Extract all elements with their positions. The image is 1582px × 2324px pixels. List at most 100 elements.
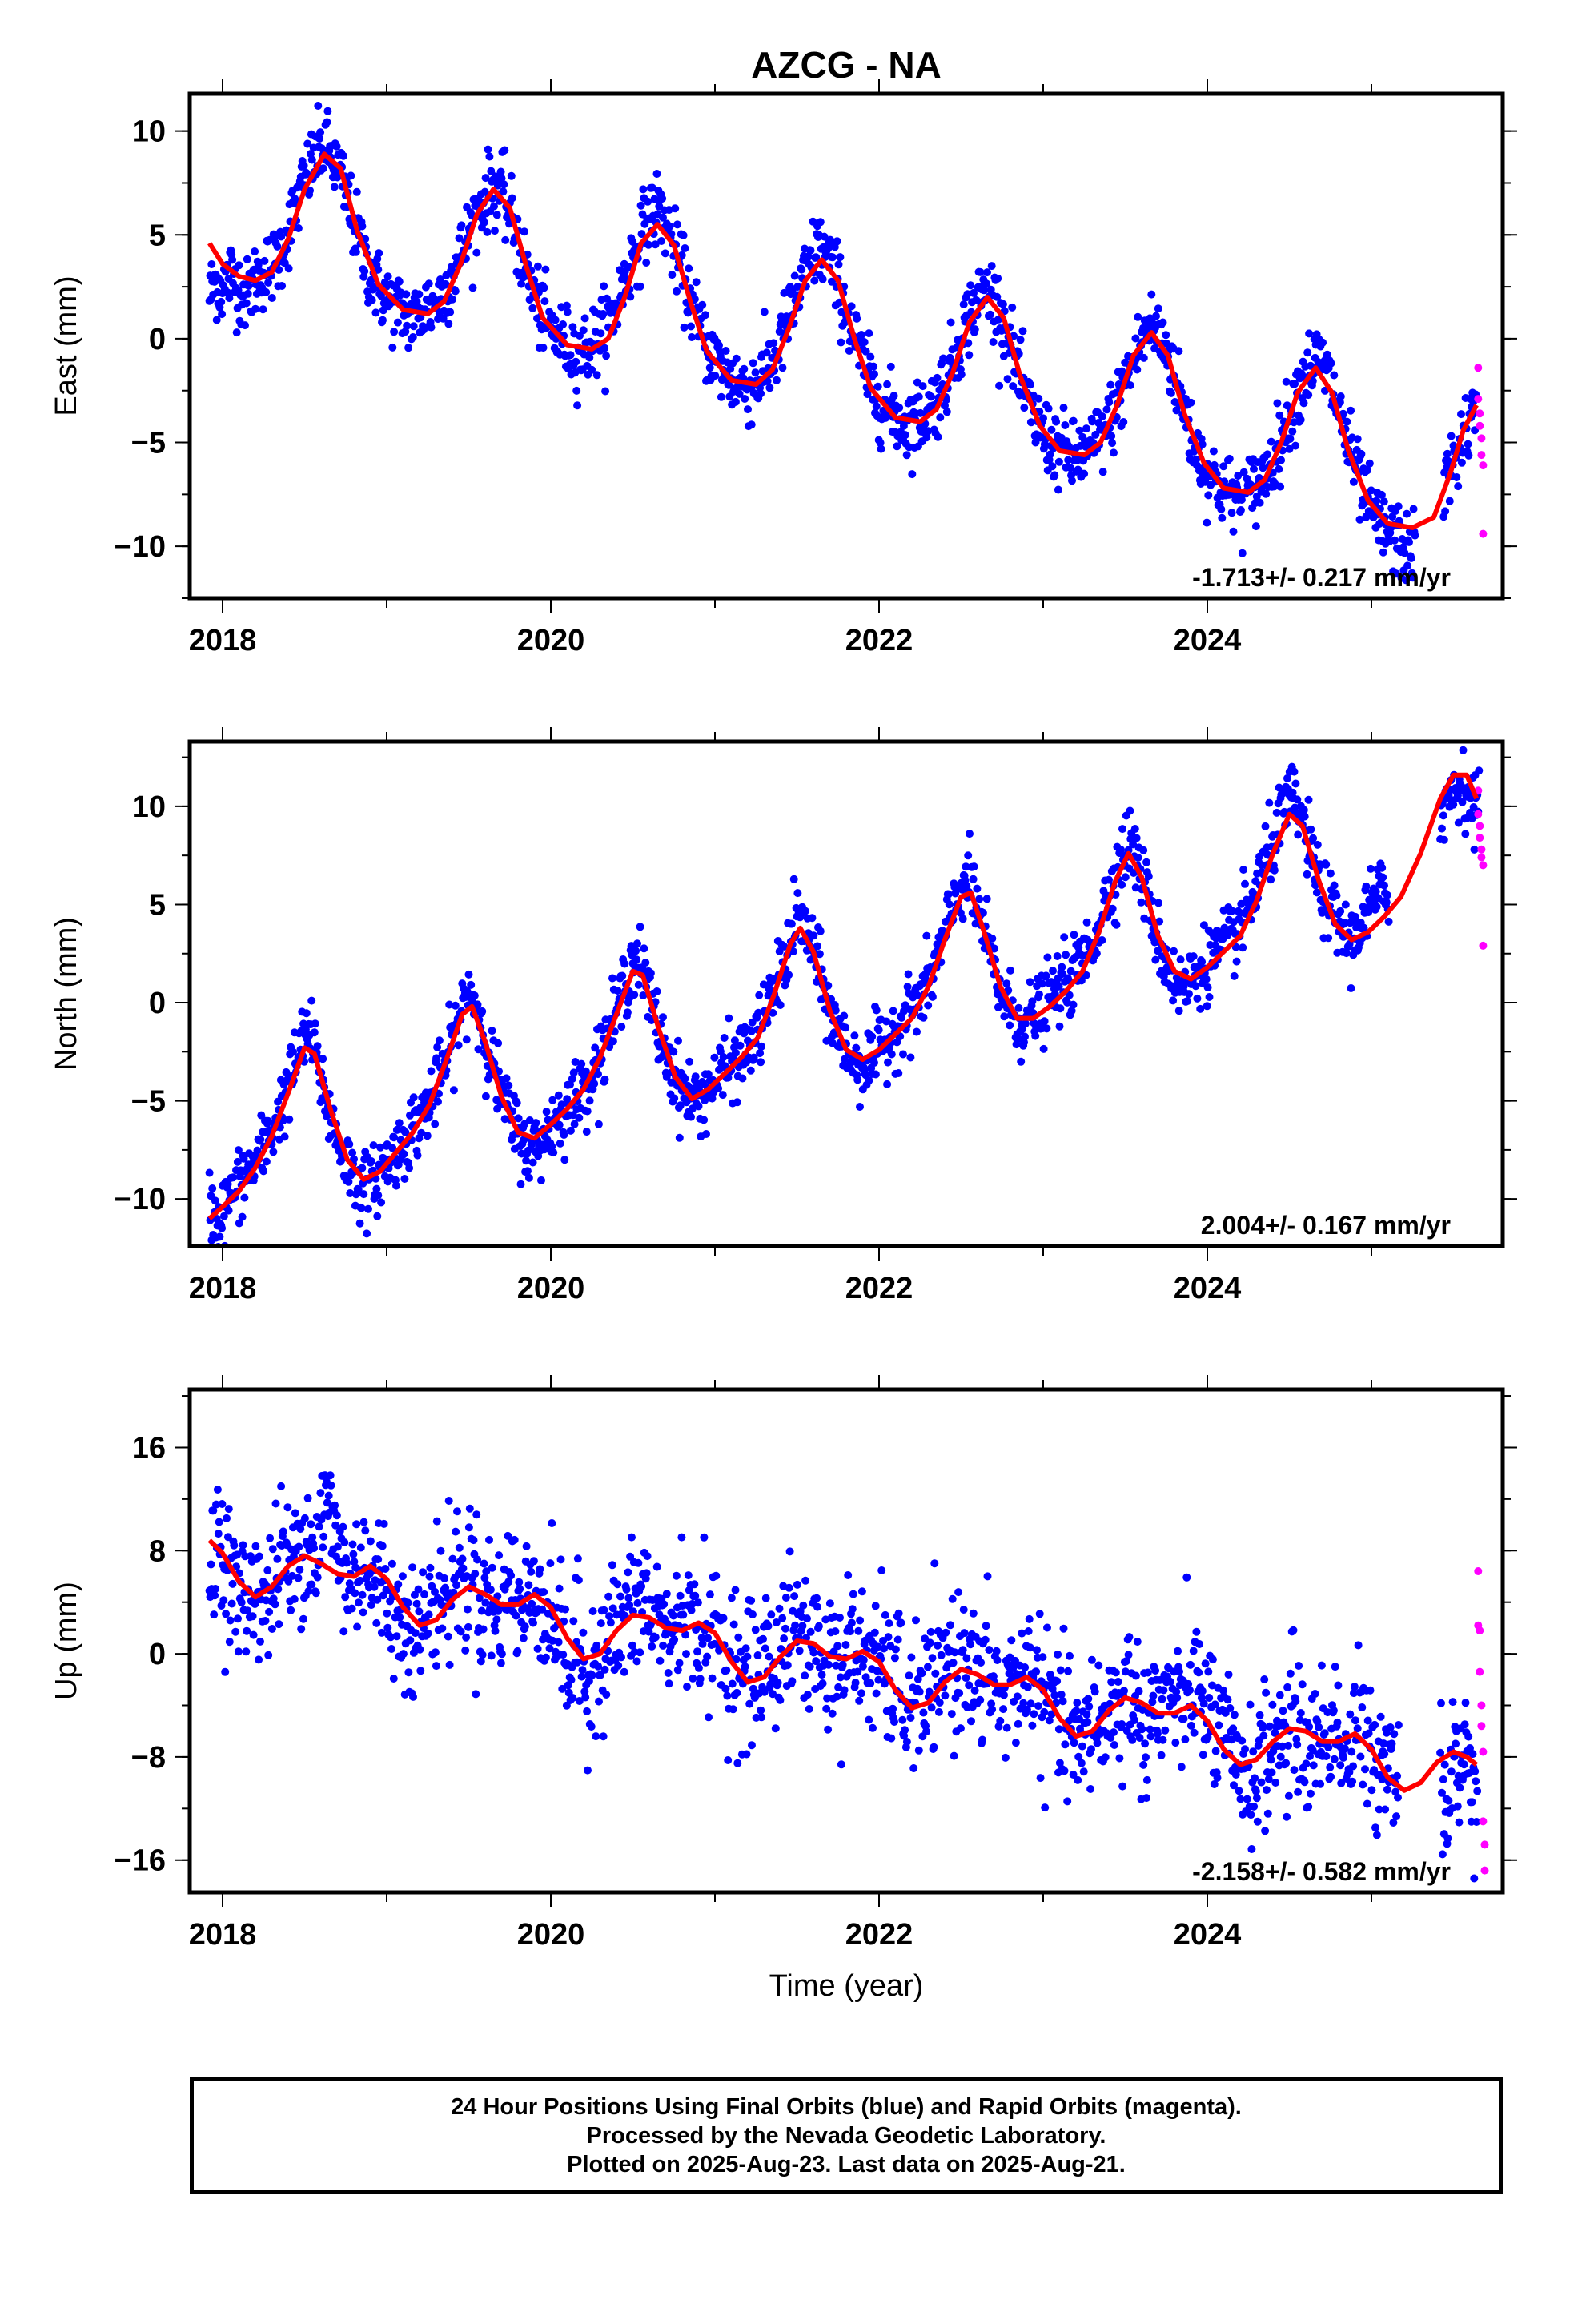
final-orbit-point (1018, 327, 1027, 336)
final-orbit-point (1115, 1754, 1124, 1763)
rapid-orbit-point (1476, 421, 1484, 430)
final-orbit-point (1225, 454, 1234, 463)
east-rate-label: -1.713+/- 0.217 mm/yr (1192, 563, 1451, 592)
final-orbit-point (669, 1611, 678, 1620)
final-orbit-point (866, 352, 875, 361)
final-orbit-point (446, 308, 455, 316)
final-orbit-point (307, 996, 316, 1005)
figure-title: AZCG - NA (751, 44, 942, 86)
final-orbit-point (1213, 1774, 1222, 1782)
rapid-orbit-point (1477, 845, 1486, 854)
up-final-points (205, 1471, 1482, 1883)
final-orbit-point (472, 1690, 480, 1699)
final-orbit-point (1069, 416, 1078, 425)
final-orbit-point (1364, 908, 1373, 916)
final-orbit-point (690, 1580, 699, 1589)
final-orbit-point (495, 1551, 504, 1560)
final-orbit-point (1058, 970, 1067, 979)
final-orbit-point (617, 1653, 625, 1662)
final-orbit-point (1072, 1707, 1081, 1715)
final-orbit-point (861, 347, 870, 356)
east-final-points (205, 102, 1480, 585)
final-orbit-point (463, 987, 472, 996)
final-orbit-point (363, 1229, 371, 1238)
final-orbit-point (358, 1590, 367, 1599)
final-orbit-point (538, 1605, 547, 1614)
final-orbit-point (387, 1645, 396, 1653)
final-orbit-point (765, 384, 774, 392)
final-orbit-point (409, 322, 418, 331)
final-orbit-point (416, 1645, 424, 1654)
final-orbit-point (776, 1001, 785, 1009)
final-orbit-point (279, 1116, 287, 1125)
final-orbit-point (1342, 949, 1351, 958)
final-orbit-point (1047, 425, 1056, 434)
final-orbit-point (504, 1531, 512, 1540)
final-orbit-point (225, 294, 234, 303)
final-orbit-point (1174, 347, 1183, 356)
final-orbit-point (816, 927, 825, 935)
final-orbit-point (1290, 1766, 1299, 1775)
final-orbit-point (232, 1562, 241, 1571)
final-orbit-point (600, 344, 609, 352)
final-orbit-point (234, 1614, 242, 1623)
final-orbit-point (871, 1070, 880, 1079)
final-orbit-point (1475, 766, 1484, 775)
final-orbit-point (482, 1567, 491, 1576)
final-orbit-point (640, 944, 648, 953)
final-orbit-point (1354, 1641, 1363, 1650)
final-orbit-point (1054, 1650, 1062, 1659)
final-orbit-point (661, 249, 669, 258)
final-orbit-point (965, 1681, 974, 1690)
final-orbit-point (1290, 767, 1299, 776)
final-orbit-point (1183, 997, 1192, 1006)
final-orbit-point (433, 1043, 442, 1051)
final-orbit-point (1377, 490, 1386, 499)
final-orbit-point (813, 1602, 821, 1611)
final-orbit-point (436, 275, 444, 283)
final-orbit-point (639, 185, 648, 194)
final-orbit-point (600, 1075, 609, 1084)
final-orbit-point (480, 1574, 489, 1582)
final-orbit-point (445, 1660, 454, 1669)
final-orbit-point (1143, 1668, 1152, 1677)
final-orbit-point (572, 357, 580, 366)
final-orbit-point (1438, 824, 1446, 833)
final-orbit-point (987, 262, 996, 271)
final-orbit-point (546, 1559, 555, 1568)
final-orbit-point (316, 128, 325, 137)
final-orbit-point (1199, 1751, 1207, 1759)
final-orbit-point (377, 1628, 386, 1637)
final-orbit-point (356, 1543, 365, 1552)
final-orbit-point (1085, 1702, 1094, 1711)
final-orbit-point (1122, 1727, 1131, 1735)
final-orbit-point (1452, 473, 1461, 481)
final-orbit-point (533, 262, 542, 271)
rapid-orbit-point (1477, 434, 1486, 443)
final-orbit-point (1300, 1778, 1309, 1787)
final-orbit-point (1067, 1007, 1076, 1015)
final-orbit-point (444, 1497, 453, 1505)
final-orbit-point (1364, 1729, 1373, 1738)
final-orbit-point (575, 1113, 584, 1122)
final-orbit-point (981, 1635, 990, 1644)
final-orbit-point (256, 1637, 264, 1646)
final-orbit-point (1362, 882, 1371, 891)
rapid-orbit-point (1476, 409, 1484, 418)
final-orbit-point (1000, 1012, 1009, 1021)
final-orbit-point (734, 1633, 743, 1642)
final-orbit-point (671, 204, 680, 213)
final-orbit-point (1135, 1734, 1144, 1742)
final-orbit-point (239, 1154, 248, 1163)
final-orbit-point (573, 1554, 582, 1563)
y-tick-label: 0 (149, 987, 166, 1020)
final-orbit-point (887, 1050, 896, 1059)
final-orbit-point (870, 370, 878, 379)
final-orbit-point (962, 862, 970, 871)
final-orbit-point (556, 1139, 564, 1148)
final-orbit-point (1239, 943, 1247, 952)
final-orbit-point (1380, 881, 1388, 890)
final-orbit-point (414, 1585, 423, 1594)
final-orbit-point (1247, 1811, 1255, 1819)
final-orbit-point (831, 1627, 840, 1636)
